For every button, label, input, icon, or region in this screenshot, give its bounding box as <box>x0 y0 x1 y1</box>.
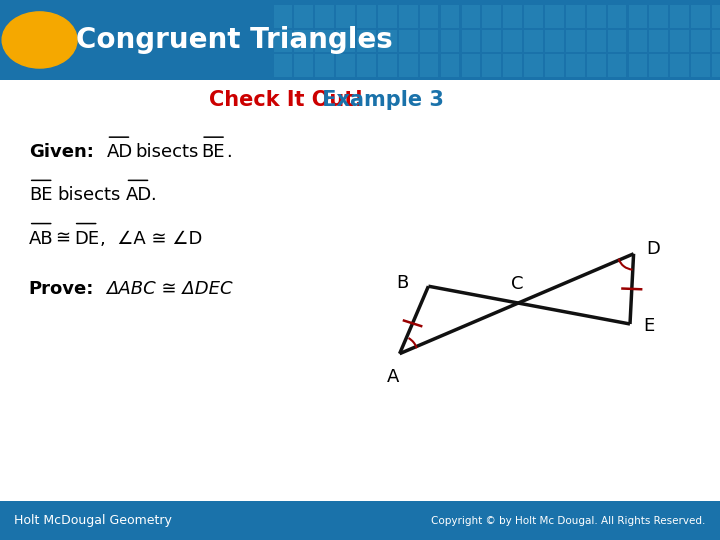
Bar <box>691 30 710 52</box>
Bar <box>712 30 720 52</box>
Bar <box>545 54 564 77</box>
Text: ≅: ≅ <box>55 230 70 248</box>
Text: AD: AD <box>107 143 132 161</box>
Bar <box>649 30 668 52</box>
Bar <box>336 5 355 28</box>
Bar <box>462 30 480 52</box>
Bar <box>378 30 397 52</box>
Text: AD: AD <box>125 186 152 205</box>
Text: bisects: bisects <box>135 143 198 161</box>
Text: Copyright © by Holt Mc Dougal. All Rights Reserved.: Copyright © by Holt Mc Dougal. All Right… <box>431 516 706 525</box>
Bar <box>670 30 689 52</box>
Bar <box>587 5 606 28</box>
Text: A: A <box>387 368 400 386</box>
Bar <box>315 54 334 77</box>
Text: Example 3: Example 3 <box>315 90 444 110</box>
Text: Check It Out!: Check It Out! <box>209 90 364 110</box>
Bar <box>503 54 522 77</box>
Bar <box>0 501 720 540</box>
Bar <box>670 54 689 77</box>
Text: Given:: Given: <box>29 143 94 161</box>
Bar <box>524 30 543 52</box>
Bar <box>587 54 606 77</box>
Text: ΔABC ≅ ΔDEC: ΔABC ≅ ΔDEC <box>107 280 233 298</box>
Bar <box>294 5 313 28</box>
Bar <box>649 5 668 28</box>
Text: .: . <box>150 186 156 205</box>
Bar <box>649 54 668 77</box>
Bar <box>399 54 418 77</box>
Text: E: E <box>643 317 654 335</box>
Bar <box>482 30 501 52</box>
Bar <box>545 30 564 52</box>
Bar <box>503 5 522 28</box>
Bar <box>441 5 459 28</box>
Bar <box>566 54 585 77</box>
Bar <box>441 30 459 52</box>
Bar <box>462 5 480 28</box>
Bar <box>587 30 606 52</box>
Bar <box>566 30 585 52</box>
Bar <box>691 5 710 28</box>
Bar <box>420 54 438 77</box>
Bar <box>462 54 480 77</box>
Bar <box>608 30 626 52</box>
Text: BE: BE <box>29 186 53 205</box>
Bar <box>629 5 647 28</box>
Bar <box>503 30 522 52</box>
Bar <box>420 5 438 28</box>
Bar <box>399 30 418 52</box>
Bar <box>357 5 376 28</box>
Bar <box>608 5 626 28</box>
Bar <box>482 54 501 77</box>
Bar <box>420 30 438 52</box>
Bar <box>294 30 313 52</box>
Bar <box>545 5 564 28</box>
Text: B: B <box>397 274 409 292</box>
Bar <box>482 5 501 28</box>
Bar <box>524 5 543 28</box>
Bar <box>315 30 334 52</box>
Bar <box>629 30 647 52</box>
Text: AB: AB <box>29 230 53 248</box>
Bar <box>0 0 720 80</box>
Bar <box>357 54 376 77</box>
Bar <box>357 30 376 52</box>
Circle shape <box>2 12 77 68</box>
Bar <box>608 54 626 77</box>
Bar <box>712 5 720 28</box>
Bar <box>378 5 397 28</box>
Text: DE: DE <box>73 230 99 248</box>
Bar <box>274 5 292 28</box>
Bar <box>274 54 292 77</box>
Bar <box>315 5 334 28</box>
Bar <box>629 54 647 77</box>
Bar <box>336 54 355 77</box>
Text: Prove:: Prove: <box>29 280 94 298</box>
Text: bisects: bisects <box>57 186 120 205</box>
Bar <box>441 54 459 77</box>
Text: D: D <box>647 240 660 258</box>
Bar <box>378 54 397 77</box>
Bar <box>399 5 418 28</box>
Text: Congruent Triangles: Congruent Triangles <box>76 26 392 54</box>
Bar <box>336 30 355 52</box>
Text: Holt McDougal Geometry: Holt McDougal Geometry <box>14 514 172 527</box>
Bar <box>294 54 313 77</box>
Bar <box>566 5 585 28</box>
Bar <box>691 54 710 77</box>
Bar <box>670 5 689 28</box>
Text: BE: BE <box>201 143 225 161</box>
Text: ,  ∠A ≅ ∠D: , ∠A ≅ ∠D <box>100 230 202 248</box>
Text: .: . <box>226 143 232 161</box>
Bar <box>524 54 543 77</box>
Text: C: C <box>511 275 524 293</box>
Bar <box>274 30 292 52</box>
Bar <box>712 54 720 77</box>
